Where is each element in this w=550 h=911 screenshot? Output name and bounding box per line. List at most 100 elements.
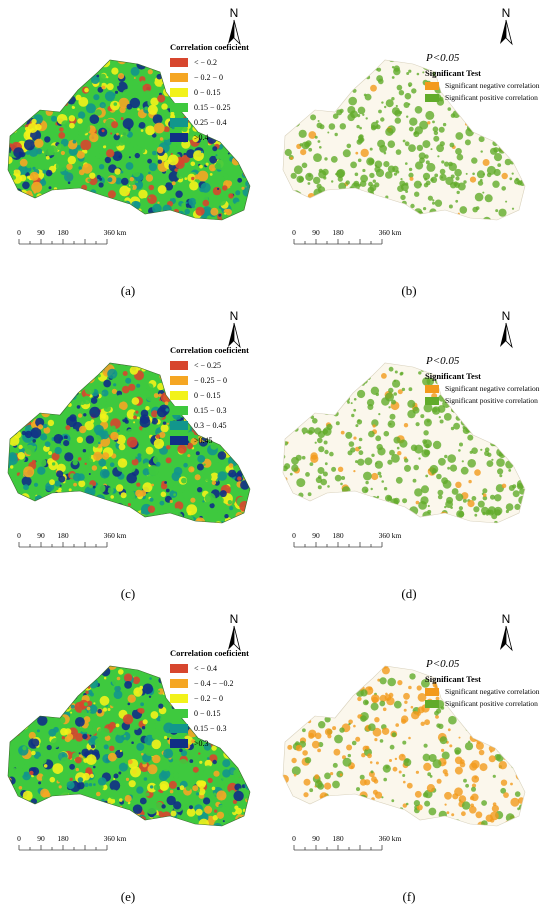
legend-label: − 0.2 − 0 [194,693,224,703]
scale-tick-label: 0 [17,531,21,540]
panel-label: (d) [401,586,417,601]
scale-tick-label: 360 km [103,228,127,237]
legend-item: Significant negative correlation [425,80,540,92]
p-value-label: P<0.05 [426,355,460,367]
legend-swatch [425,700,439,708]
scale-bar-line [18,542,108,548]
legend-item: 0 − 0.15 [170,85,249,100]
scale-tick-label: 360 km [378,531,402,540]
scale-bar-line [18,239,108,245]
legend-item: − 0.25 − 0 [170,373,249,388]
north-arrow-icon: N [495,612,517,656]
legend-label: < − 0.4 [194,663,218,673]
scale-tick-label: 360 km [378,228,402,237]
legend-item: 0 − 0.15 [170,388,249,403]
scale-tick-label: 0 [292,834,296,843]
legend-item: 0 − 0.15 [170,706,249,721]
scale-tick-label: 90 [37,834,45,843]
scale-tick-label: 180 [332,531,344,540]
scale-bar: 0 90 180 360 km [14,834,126,856]
north-label: N [501,612,511,626]
legend-label: Significant negative correlation [445,687,540,696]
legend-item: Significant positive correlation [425,698,540,710]
scale-tick-label: 90 [37,228,45,237]
region-map [282,665,526,827]
scale-tick-label: 90 [312,531,320,540]
correlation-legend: Correlation coeficient < − 0.2 − 0.2 − 0 0 … [170,42,249,145]
legend-item: Significant negative correlation [425,686,540,698]
panel-label: (e) [120,889,136,904]
legend-label: Significant negative correlation [445,81,540,90]
scale-bar: 0 90 180 360 km [289,228,402,250]
legend-swatch [170,421,188,430]
legend-title: Correlation coeficient [170,648,249,658]
scale-bar: 0 90 180 360 km [289,531,402,553]
legend-swatch [170,724,188,733]
legend-label: − 0.4 − −0.2 [194,678,234,688]
legend-swatch [425,82,439,90]
north-label: N [501,6,511,20]
panel-b: N P<0.05 Significant Test Significant negat… [275,0,550,303]
legend-label: < − 0.2 [194,57,218,67]
scale-tick-label: 90 [37,531,45,540]
legend-item: 0.3 − 0.45 [170,418,249,433]
legend-label: Significant positive correlation [445,396,538,405]
north-label: N [229,309,239,323]
legend-swatch [170,391,188,400]
legend-label: 0.15 − 0.3 [194,723,227,733]
legend-swatch [170,709,188,718]
legend-swatch [170,133,188,142]
legend-item: − 0.2 − 0 [170,691,249,706]
legend-swatch [170,664,188,673]
panel-label: (c) [120,586,136,601]
scale-tick-label: 0 [292,531,296,540]
legend-item: 0.15 − 0.3 [170,403,249,418]
legend-swatch [170,88,188,97]
legend-label: − 0.2 − 0 [194,72,224,82]
legend-item: Significant positive correlation [425,92,540,104]
legend-item: 0.25 − 0.4 [170,115,249,130]
legend-item: 0.15 − 0.3 [170,721,249,736]
legend-label: Significant positive correlation [445,93,538,102]
scale-tick-label: 360 km [103,531,127,540]
legend-swatch [170,118,188,127]
significance-legend: Significant Test Significant negative cor… [425,371,540,407]
scale-tick-label: 180 [332,834,344,843]
legend-swatch [170,73,188,82]
scale-tick-label: 90 [312,228,320,237]
legend-item: < − 0.2 [170,55,249,70]
legend-swatch [425,385,439,393]
panel-c: N Correlation coeficient < − 0.25 − 0.25 − … [0,303,275,606]
legend-swatch [170,694,188,703]
legend-item: Significant negative correlation [425,383,540,395]
legend-swatch [170,361,188,370]
legend-swatch [170,406,188,415]
legend-label: 0.3 − 0.45 [194,420,227,430]
legend-label: >0.45 [194,435,213,445]
legend-item: 0.15 − 0.25 [170,100,249,115]
legend-item: Significant positive correlation [425,395,540,407]
correlation-legend: Correlation coeficient < − 0.4 − 0.4 − −0.… [170,648,249,751]
north-arrow-icon: N [223,309,245,353]
panel-label: (f) [402,889,416,904]
legend-label: 0.25 − 0.4 [194,117,227,127]
panel-label: (a) [120,283,136,298]
significance-legend: Significant Test Significant negative cor… [425,674,540,710]
panel-e: N Correlation coeficient < − 0.4 − 0.4 − −0… [0,606,275,909]
region-map [7,362,251,524]
scale-bar-line [293,845,383,851]
correlation-legend: Correlation coeficient < − 0.25 − 0.25 − 0… [170,345,249,448]
panel-a: N Correlation coeficient < − 0.2 − 0.2 − 0 0… [0,0,275,303]
p-value-label: P<0.05 [426,52,460,64]
north-label: N [501,309,511,323]
scale-tick-label: 90 [312,834,320,843]
legend-label: 0.15 − 0.25 [194,102,231,112]
north-label: N [229,612,239,626]
legend-swatch [170,739,188,748]
legend-label: >0.4 [194,132,209,142]
scale-tick-label: 0 [292,228,296,237]
north-arrow-icon: N [223,612,245,656]
scale-tick-label: 0 [17,834,21,843]
scale-bar-line [18,845,108,851]
scale-tick-label: 180 [332,228,344,237]
